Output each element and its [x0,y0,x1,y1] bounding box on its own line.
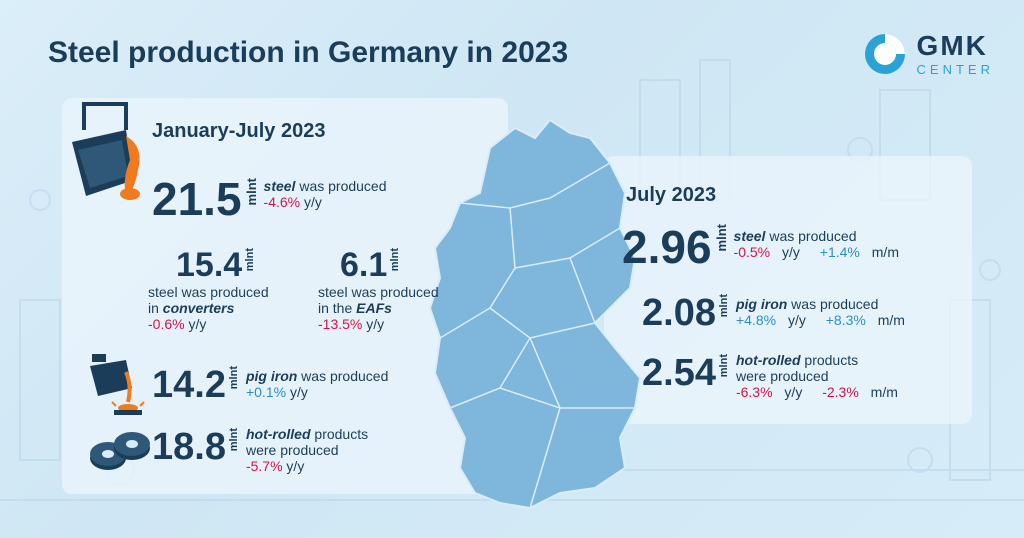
stat-unit: mlnt [244,248,257,272]
stat-value: 14.2 [152,364,226,406]
period-july: July 2023 [626,184,717,206]
converters-desc: steel was produced in converters -0.6% y… [148,284,269,332]
stat-converters: 15.4 mlnt [176,248,256,282]
yy-suffix: y/y [286,384,308,401]
ladle-icon [72,102,140,200]
eafs-line2-pre: in the [318,300,357,317]
converters-line2-pre: in [148,300,163,317]
stat-label: products [310,426,369,442]
stat-value: 15.4 [176,246,243,284]
page-title: Steel production in Germany in 2023 [48,36,569,69]
yy-suffix: y/y [778,244,800,261]
yy-suffix: y/y [282,458,305,475]
stat-value: 18.8 [152,426,226,468]
stat-unit: mlnt [227,366,240,390]
logo-sub: CENTER [916,62,994,77]
gmk-logo: GMK CENTER [863,32,994,76]
stat-value: 21.5 [152,173,242,225]
stat-label: was produced [787,296,879,312]
stat-unit: mlnt [389,248,402,272]
stat-pig-iron-jan-jul: 14.2 mlnt pig iron was produced +0.1% y/… [152,366,388,404]
period-jan-jul: January-July 2023 [152,120,326,142]
mm-suffix: m/m [873,312,905,329]
stat-label-line2: were produced [735,368,829,385]
stat-steel-july: 2.96 mlnt steel was produced -0.5% y/y +… [622,224,915,270]
logo-name: GMK [916,30,988,61]
stat-steel-jan-jul: 21.5 mlnt steel was produced -4.6% y/y [152,176,387,222]
stat-hot-rolled-july: 2.54 mlnt hot-rolled products were produ… [642,352,914,401]
yy-change: +4.8% [735,312,777,329]
stat-label: products [800,352,859,368]
mm-suffix: m/m [866,384,898,401]
stat-unit: mlnt [717,354,730,378]
mm-change: +8.3% [825,312,866,329]
yy-change: +0.1% [245,384,287,401]
steel-coils-icon [90,432,150,470]
stat-label-em: hot-rolled [245,426,311,442]
yy-suffix: y/y [300,194,322,211]
stat-pig-iron-july: 2.08 mlnt pig iron was produced +4.8% y/… [642,294,921,332]
yy-change: -13.5% [318,316,363,333]
stat-label-em: steel [263,178,296,194]
eafs-desc: steel was produced in the EAFs -13.5% y/… [318,284,439,332]
stat-unit: mlnt [713,224,729,252]
stat-unit: mlnt [717,294,730,318]
stat-value: 2.96 [622,221,712,273]
yy-suffix: y/y [784,312,806,329]
stat-label-em: steel [733,228,766,244]
yy-change: -0.6% [148,316,185,333]
stat-label-em: pig iron [245,368,298,384]
mm-suffix: m/m [867,244,899,261]
panel-july [604,156,972,424]
stat-label-line2: were produced [245,442,339,459]
stat-hot-rolled-jan-jul: 18.8 mlnt hot-rolled products were produ… [152,426,369,475]
mm-change: +1.4% [819,244,860,261]
stat-unit: mlnt [243,178,259,206]
yy-suffix: y/y [184,316,207,333]
germany-map [428,118,642,510]
pig-iron-pour-icon [90,354,145,415]
stat-label-em: hot-rolled [735,352,801,368]
yy-change: -0.5% [733,244,771,261]
converters-line2-em: converters [162,300,235,317]
stat-unit: mlnt [227,428,240,452]
yy-suffix: y/y [362,316,385,333]
mm-change: -2.3% [822,384,859,401]
stat-value: 2.54 [642,352,716,394]
yy-change: -5.7% [245,458,283,475]
gmk-logo-icon [864,34,905,74]
stat-value: 2.08 [642,292,716,334]
yy-change: -4.6% [263,194,301,211]
yy-change: -6.3% [735,384,773,401]
yy-suffix: y/y [780,384,803,401]
eafs-line2-em: EAFs [356,300,392,317]
stat-label: was produced [297,368,389,384]
stat-eafs: 6.1 mlnt [340,248,401,282]
stat-label: was produced [295,178,387,194]
converters-line1: steel was produced [148,284,269,300]
eafs-line1: steel was produced [318,284,439,300]
stat-label: was produced [765,228,857,244]
stat-value: 6.1 [340,246,388,284]
stat-label-em: pig iron [735,296,788,312]
